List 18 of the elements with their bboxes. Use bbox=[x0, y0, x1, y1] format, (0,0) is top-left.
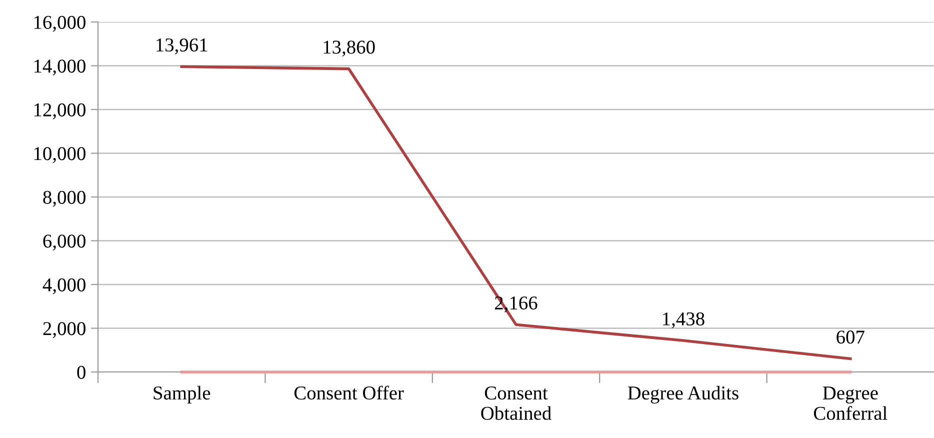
data-label: 607 bbox=[836, 330, 864, 344]
y-tick-label: 12,000 bbox=[34, 103, 86, 120]
x-tick-label: Consent Offer bbox=[294, 386, 404, 400]
data-label: 1,438 bbox=[663, 312, 704, 328]
x-tick-label: Sample bbox=[154, 386, 210, 404]
y-tick-label: 14,000 bbox=[34, 60, 86, 76]
y-tick-label: 0 bbox=[77, 366, 86, 379]
data-label: 13,860 bbox=[324, 40, 375, 57]
y-tick-label: 6,000 bbox=[43, 234, 86, 250]
x-tick-label: Consent Obtained bbox=[481, 386, 552, 420]
x-tick-label: Degree Conferral bbox=[814, 386, 888, 420]
x-tick-label: Degree Audits bbox=[628, 386, 738, 404]
y-tick-label: 4,000 bbox=[42, 278, 86, 294]
y-tick-label: 8,000 bbox=[43, 190, 86, 207]
y-tick-label: 10,000 bbox=[34, 147, 86, 163]
data-label: 13,961 bbox=[156, 38, 208, 54]
y-tick-label: 2,000 bbox=[43, 322, 86, 338]
y-tick-label: 16,000 bbox=[34, 16, 86, 32]
